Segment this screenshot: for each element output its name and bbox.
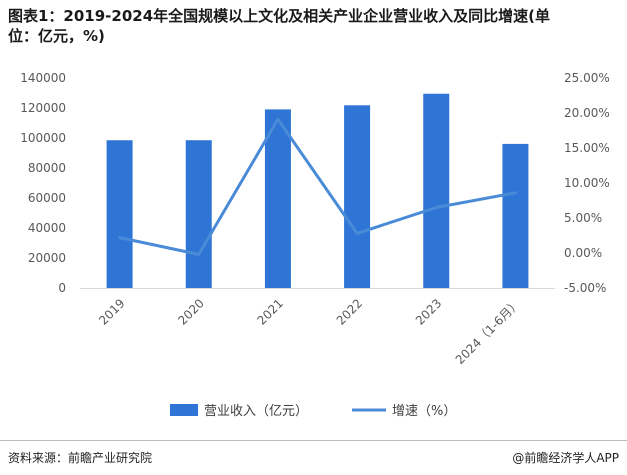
x-tick-label: 2021	[255, 296, 286, 327]
bar	[502, 144, 528, 288]
brand-label: @前瞻经济学人APP	[512, 449, 619, 466]
chart: 020000400006000080000100000120000140000 …	[0, 0, 627, 440]
y-left-tick-label: 100000	[20, 131, 66, 145]
y-left-tick-label: 80000	[28, 161, 66, 175]
legend-line-label: 增速（%）	[392, 404, 456, 419]
y-axis-right: -5.00% 0.00% 5.00% 10.00% 15.00% 20.00% 25.00%	[564, 71, 610, 295]
bar-series	[107, 94, 529, 288]
y-right-tick-label: 5.00%	[564, 211, 602, 225]
y-right-tick-label: -5.00%	[564, 281, 606, 295]
y-left-tick-label: 40000	[28, 221, 66, 235]
y-left-tick-label: 120000	[20, 101, 66, 115]
bar	[423, 94, 449, 288]
line-series	[120, 119, 516, 254]
bar	[107, 140, 133, 288]
y-right-tick-label: 15.00%	[564, 141, 610, 155]
bar	[344, 105, 370, 288]
x-tick-label: 2020	[175, 296, 206, 327]
legend: 营业收入（亿元） 增速（%）	[170, 404, 456, 419]
bar	[186, 140, 212, 288]
y-right-tick-label: 0.00%	[564, 246, 602, 260]
legend-bar-label: 营业收入（亿元）	[204, 404, 308, 419]
x-tick-label: 2023	[413, 296, 444, 327]
y-left-tick-label: 140000	[20, 71, 66, 85]
y-axis-left: 0 20000 40000 60000 80000 100000 120000 140000	[20, 71, 66, 295]
legend-bar-swatch	[170, 404, 198, 416]
y-right-tick-label: 25.00%	[564, 71, 610, 85]
growth-line	[120, 119, 516, 254]
y-right-tick-label: 10.00%	[564, 176, 610, 190]
x-tick-label: 2022	[334, 296, 365, 327]
source-note: 资料来源：前瞻产业研究院	[8, 449, 152, 466]
footer: 资料来源：前瞻产业研究院 @前瞻经济学人APP	[0, 440, 627, 475]
y-left-tick-label: 60000	[28, 191, 66, 205]
x-tick-label: 2019	[96, 296, 127, 327]
x-tick-label: 2024（1-6月）	[453, 296, 524, 367]
y-right-tick-label: 20.00%	[564, 106, 610, 120]
x-axis: 2019 2020 2021 2022 2023 2024（1-6月）	[80, 289, 555, 368]
y-left-tick-label: 0	[58, 281, 66, 295]
y-left-tick-label: 20000	[28, 251, 66, 265]
